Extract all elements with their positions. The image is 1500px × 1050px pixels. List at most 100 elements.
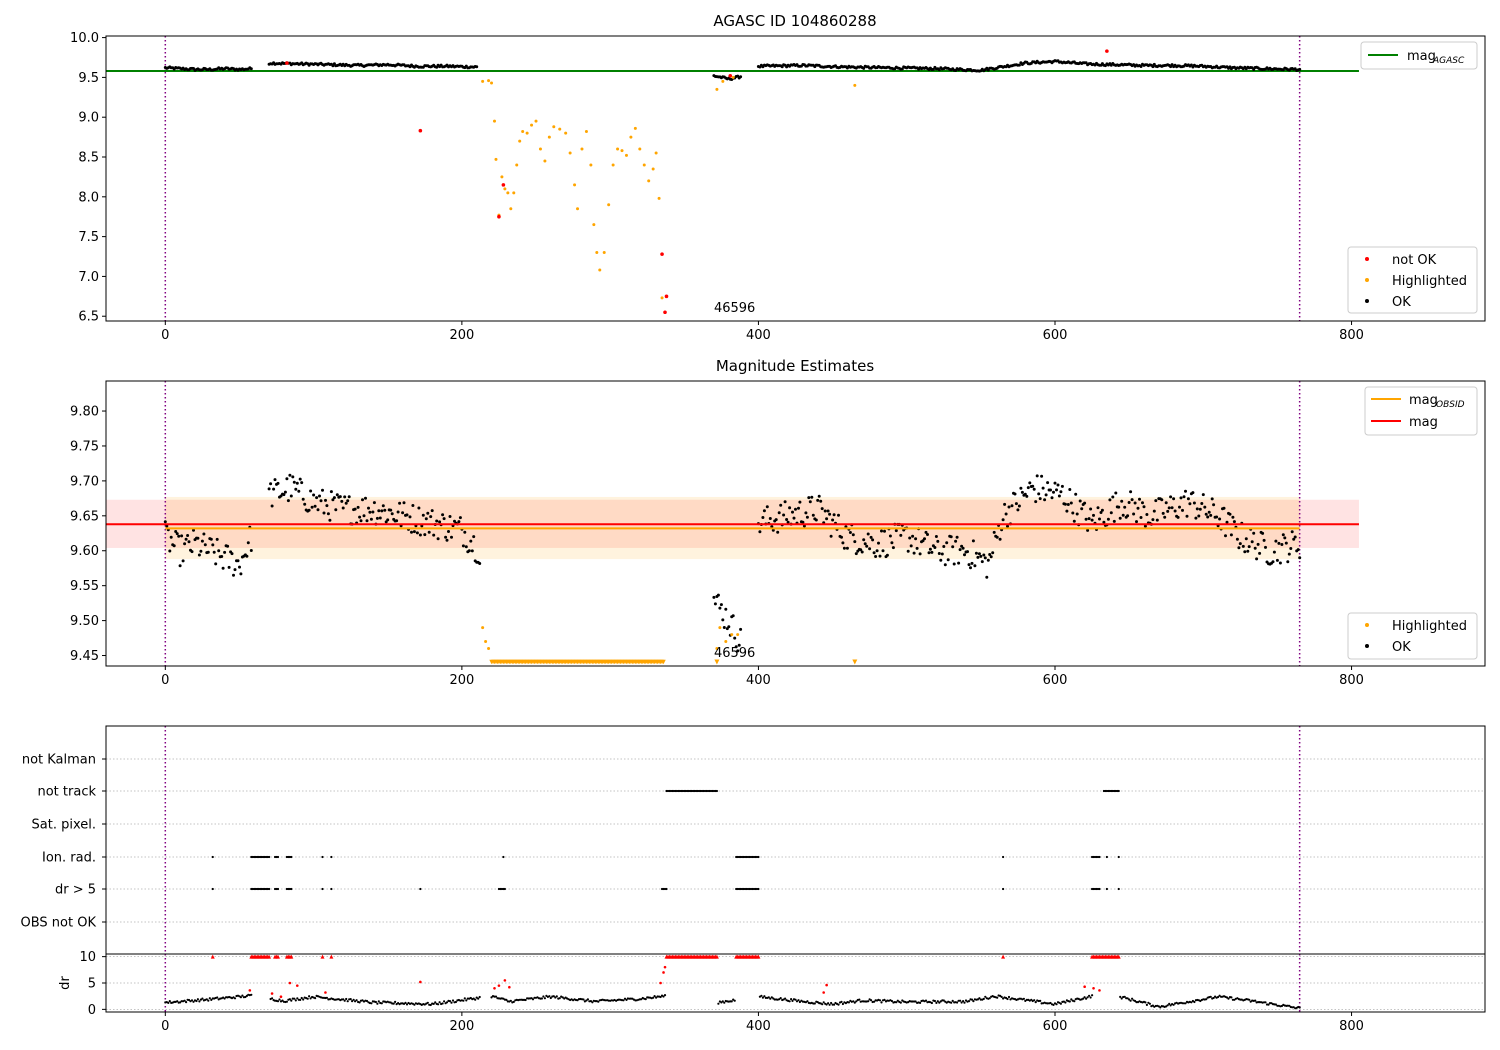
p2-ok-point — [719, 603, 723, 607]
p2-ok-point — [880, 529, 883, 533]
p1-not-ok-point — [728, 74, 733, 78]
p2-ok-point — [927, 551, 931, 555]
dr-clipped-point — [267, 954, 272, 959]
legend-highlighted: Highlighted — [1392, 274, 1467, 289]
p2-ok-point — [1028, 481, 1032, 485]
flag-point — [268, 855, 271, 859]
dr-point — [434, 1001, 437, 1004]
p1-highlighted-point — [620, 149, 624, 153]
p2-ok-point — [832, 513, 836, 517]
p1-highlighted-point — [651, 167, 655, 171]
p2-highlighted-point — [718, 626, 722, 630]
p2-ok-point — [1271, 560, 1275, 564]
p2-ok-point — [329, 490, 333, 494]
p1-xtick-label-600: 600 — [1043, 328, 1068, 343]
p2-ok-point — [955, 535, 959, 539]
p2-ok-point — [192, 528, 195, 532]
dr-point — [450, 1001, 453, 1004]
dr-point — [770, 996, 773, 999]
p2-ok-point — [1241, 544, 1245, 548]
flag-point — [1001, 855, 1005, 859]
p2-ok-point — [470, 549, 474, 553]
dr-point — [822, 1001, 825, 1004]
p1-highlighted-point — [589, 163, 593, 167]
dr-point — [1230, 996, 1233, 999]
dr-point — [205, 998, 208, 1001]
p2-ok-point — [1182, 495, 1186, 499]
dr-point — [1205, 998, 1208, 1001]
p2-ok-point — [174, 530, 178, 533]
p2-ok-point — [1262, 538, 1266, 542]
p2-ok-point — [1065, 509, 1069, 513]
p2-ok-point — [1049, 488, 1052, 492]
dr-point — [552, 995, 555, 998]
p2-ok-point — [869, 535, 873, 539]
dr-elevated-point — [662, 971, 665, 974]
dr-point — [278, 998, 281, 1001]
p1-highlighted-point — [518, 139, 522, 143]
dr-point — [659, 995, 662, 999]
dr-point — [325, 996, 328, 999]
p2-ok-point — [911, 534, 915, 538]
legend-mag: mag — [1409, 415, 1438, 430]
p2-ok-point — [853, 540, 857, 544]
p2-ok-point — [358, 515, 362, 519]
dr-point — [855, 1000, 858, 1003]
flag-point — [715, 789, 719, 793]
dr-point — [589, 1000, 593, 1003]
p2-ok-point — [1014, 502, 1018, 506]
p2-ok-point — [923, 537, 926, 541]
p2-ok-point — [450, 535, 453, 539]
p2-ok-point — [859, 548, 863, 552]
p2-ok-point — [958, 548, 962, 552]
dr-point — [896, 999, 899, 1002]
p2-ok-point — [961, 546, 965, 550]
p2-ok-point — [1117, 505, 1121, 509]
p2-ok-point — [418, 533, 422, 537]
p2-ok-point — [1191, 491, 1195, 495]
dr-point — [970, 998, 974, 1001]
p2-ok-point — [930, 550, 934, 554]
p2-ok-point — [874, 555, 878, 558]
p2-ok-point — [1074, 492, 1078, 496]
legend-ok-2: OK — [1392, 640, 1411, 655]
p2-ok-point — [1109, 511, 1113, 515]
dr-point — [640, 998, 643, 1001]
p2-ok-point — [365, 519, 369, 523]
flag-point — [757, 887, 760, 891]
p2-ok-point — [426, 511, 430, 515]
dr-point — [524, 998, 527, 1002]
dr-point — [1254, 999, 1257, 1002]
p2-ok-point — [1164, 501, 1168, 505]
p2-ok-point — [768, 517, 772, 520]
panel2-legend-lower: Highlighted OK — [1347, 612, 1478, 660]
dr-point — [723, 1001, 726, 1004]
dr-point — [663, 994, 667, 997]
p1-ytick-label-2: 7.5 — [78, 230, 99, 245]
dr-elevated-point — [279, 995, 283, 999]
p2-ok-point — [1099, 511, 1103, 514]
p2-ok-point — [1185, 514, 1189, 518]
p2-ok-point — [344, 501, 348, 505]
p2-ok-point — [885, 553, 889, 557]
p2-ok-point — [860, 550, 864, 554]
dr-point — [867, 1000, 870, 1003]
p2-ok-point — [712, 595, 716, 599]
dr-point — [1148, 1002, 1151, 1005]
p2-ok-point — [977, 552, 981, 556]
p1-highlighted-point — [568, 151, 572, 155]
flag-point — [330, 887, 333, 891]
dr-point — [343, 999, 346, 1002]
dr-elevated-point — [288, 981, 292, 985]
p2-ok-point — [1111, 495, 1115, 499]
dr-point — [285, 1000, 288, 1003]
dr-point — [625, 998, 628, 1002]
dr-clipped-point — [714, 954, 719, 959]
p2-ok-point — [939, 558, 943, 562]
dr-elevated-point — [822, 991, 825, 994]
p2-ok-point — [233, 568, 237, 572]
p2-ytick-label-2: 9.55 — [70, 579, 99, 594]
p2-ok-point — [226, 544, 230, 548]
dr-point — [352, 998, 355, 1001]
